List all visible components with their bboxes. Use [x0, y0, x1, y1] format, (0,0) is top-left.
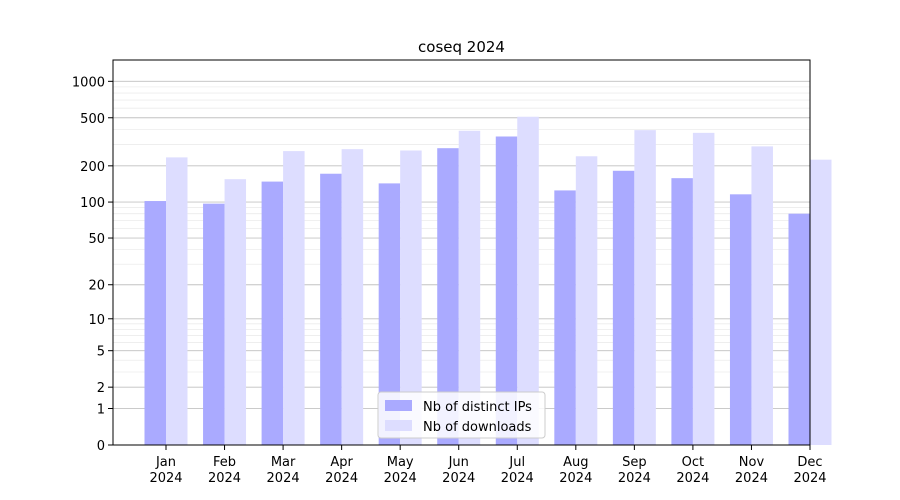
bar-downloads [634, 130, 656, 445]
x-tick-label-month: May [387, 455, 414, 470]
x-tick-label-year: 2024 [676, 471, 709, 486]
legend-swatch [385, 400, 412, 411]
x-tick-label-month: Oct [682, 455, 704, 470]
bar-distinct-ips [320, 173, 342, 445]
y-tick-label: 1 [97, 403, 105, 418]
x-tick-label-month: Aug [563, 455, 588, 470]
y-tick-label: 10 [88, 313, 105, 328]
x-tick-label-month: Dec [797, 455, 822, 470]
bar-downloads [166, 157, 188, 445]
plot-frame [112, 59, 811, 446]
x-tick-label-year: 2024 [442, 471, 475, 486]
x-tick-label-year: 2024 [267, 471, 300, 486]
bar-distinct-ips [144, 201, 166, 445]
legend-box [377, 391, 546, 439]
x-tick-label-month: Sep [622, 455, 647, 470]
bar-distinct-ips [437, 148, 459, 445]
x-tick-label-month: Mar [271, 455, 296, 470]
x-tick-label-year: 2024 [208, 471, 241, 486]
bar-downloads [224, 179, 247, 445]
x-tick-label-year: 2024 [793, 471, 826, 486]
y-axis: 0 1 2 5 10 20 50 100 200 500 1000 [72, 75, 113, 454]
bar-distinct-ips [261, 181, 284, 446]
x-tick-label-month: Jan [155, 455, 176, 470]
bar-distinct-ips [554, 190, 576, 445]
y-tick-label: 100 [80, 196, 105, 211]
x-tick-label-year: 2024 [501, 471, 534, 486]
legend-label: Nb of distinct IPs [423, 400, 532, 415]
x-axis: Jan2024Feb2024Mar2024Apr2024May2024Jun20… [149, 445, 827, 486]
y-tick-label: 50 [88, 232, 105, 247]
x-tick-label-month: Jul [508, 455, 525, 470]
x-tick-label-year: 2024 [325, 471, 358, 486]
bars [144, 116, 832, 446]
x-tick-label-year: 2024 [384, 471, 417, 486]
y-tick-label: 20 [88, 279, 105, 294]
x-tick-label-year: 2024 [618, 471, 651, 486]
y-tick-label: 200 [80, 160, 105, 175]
bar-distinct-ips [612, 170, 635, 445]
legend: Nb of distinct IPs Nb of downloads [377, 391, 546, 439]
bar-downloads [575, 156, 598, 446]
x-tick-label-month: Nov [739, 455, 765, 470]
y-tick-label: 1000 [72, 75, 105, 90]
bar-downloads [517, 116, 539, 445]
bar-downloads [458, 130, 481, 445]
bar-downloads [692, 132, 715, 445]
bar-distinct-ips [378, 183, 401, 446]
y-tick-label: 2 [97, 381, 105, 396]
bar-downloads [341, 149, 364, 445]
bar-downloads [751, 146, 773, 446]
x-tick-label-month: Feb [213, 455, 236, 470]
x-tick-label-year: 2024 [735, 471, 768, 486]
bar-distinct-ips [495, 136, 518, 446]
bar-distinct-ips [788, 213, 810, 445]
bar-downloads [810, 159, 832, 445]
bar-distinct-ips [203, 203, 225, 445]
chart-title: coseq 2024 [418, 38, 505, 56]
bar-downloads [283, 151, 305, 446]
x-tick-label-year: 2024 [149, 471, 182, 486]
y-tick-label: 0 [97, 439, 105, 454]
bar-downloads [400, 150, 422, 445]
x-tick-label-year: 2024 [559, 471, 592, 486]
y-tick-label: 5 [97, 345, 105, 360]
legend-label: Nb of downloads [423, 420, 532, 435]
legend-swatch [385, 420, 412, 431]
y-tick-label: 500 [80, 112, 105, 127]
x-tick-label-month: Apr [330, 455, 353, 470]
bar-distinct-ips [729, 194, 752, 445]
bar-distinct-ips [671, 178, 693, 445]
x-tick-label-month: Jun [448, 455, 469, 470]
